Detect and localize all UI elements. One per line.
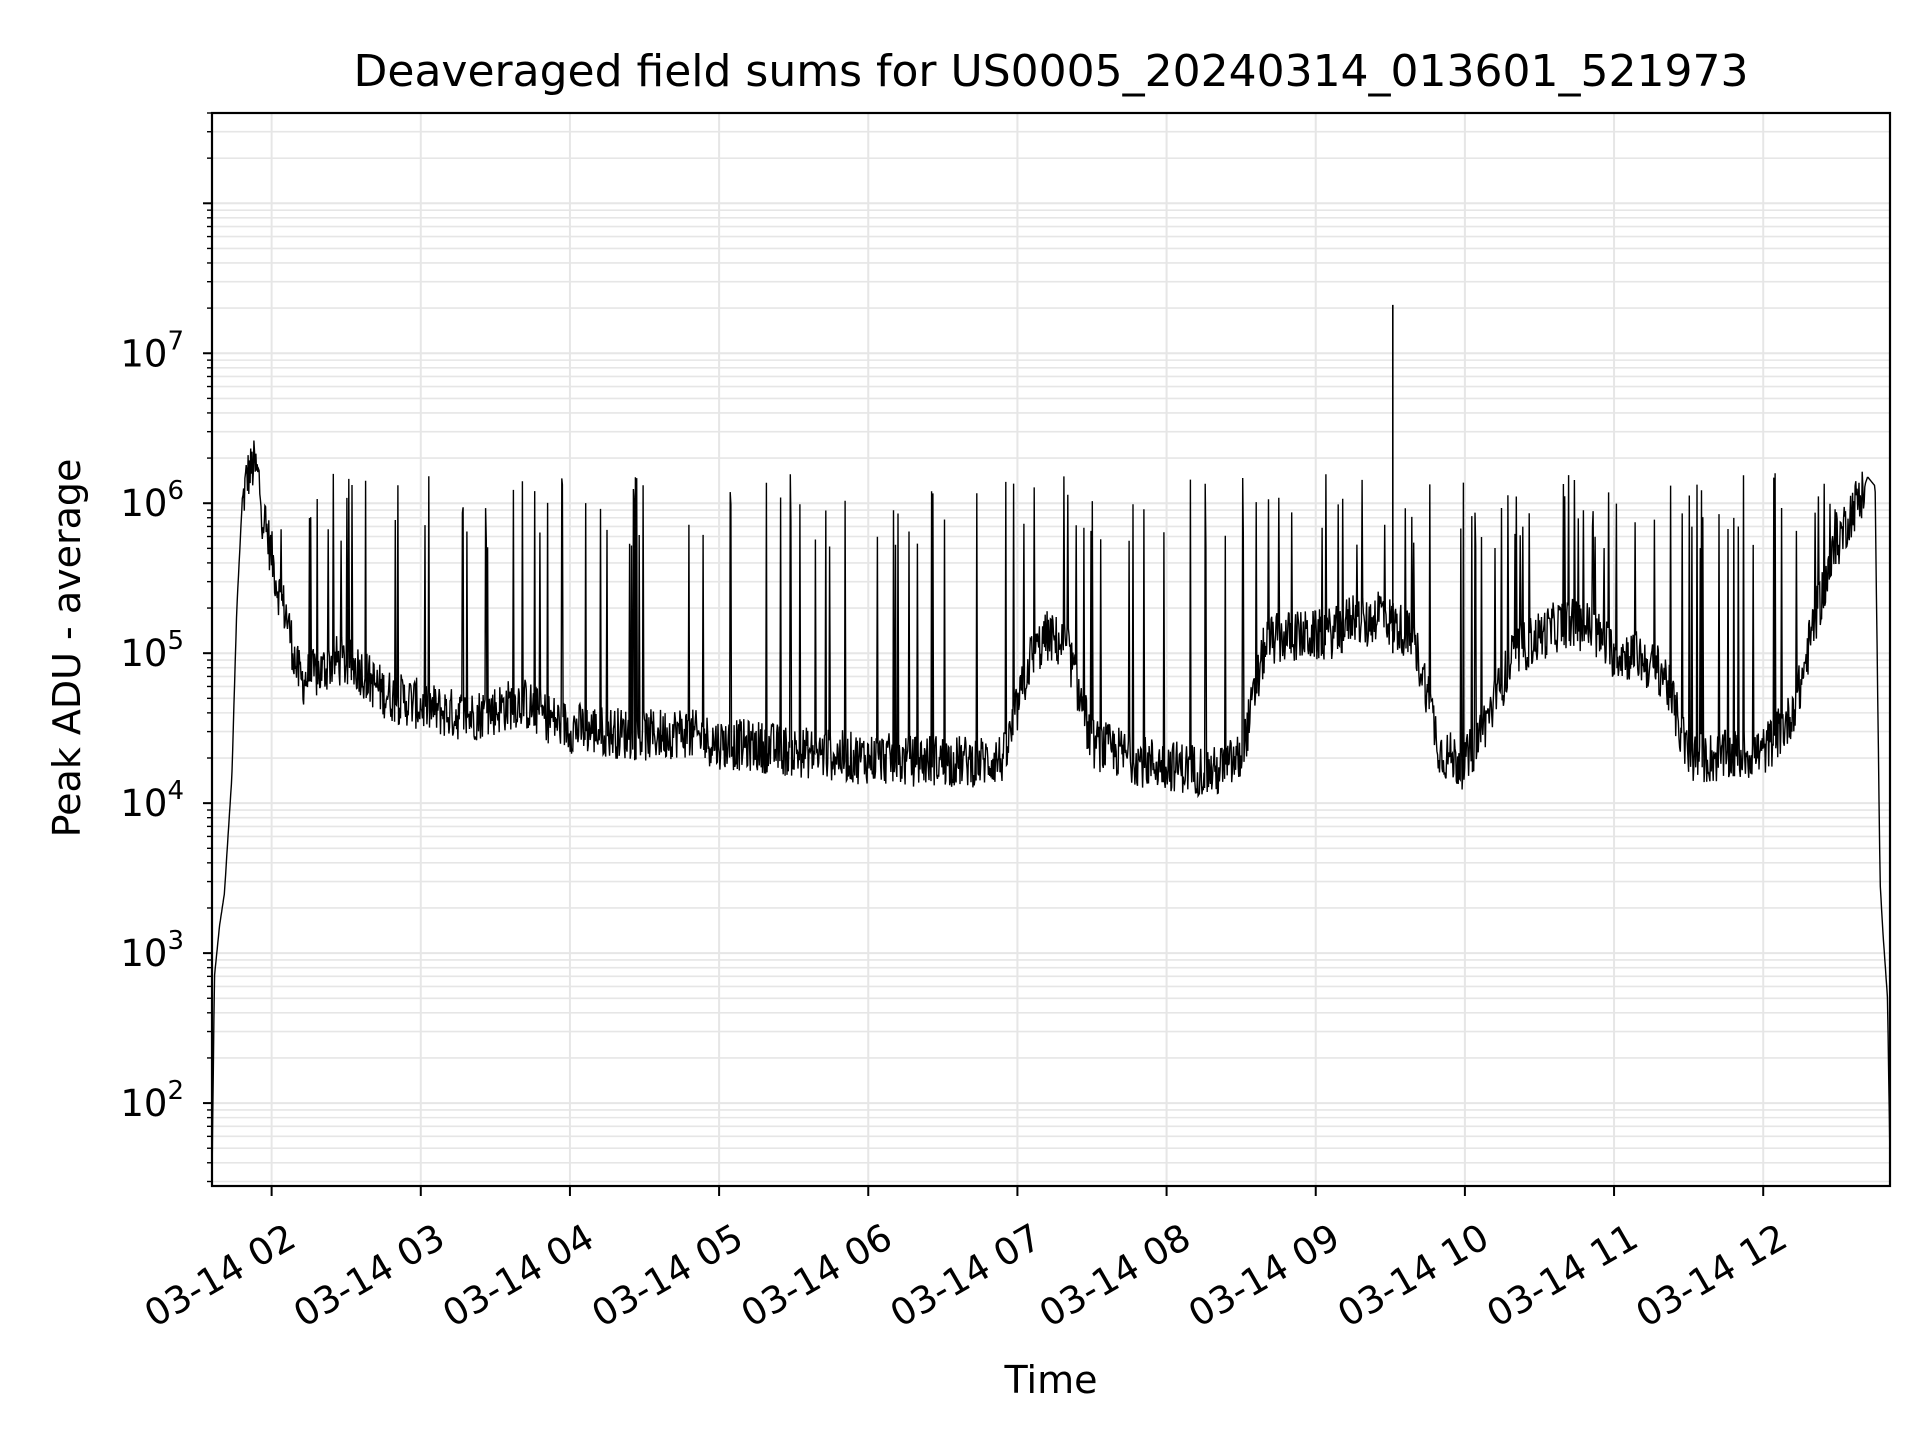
ticks-layer [203,112,1765,1196]
data-layer [211,304,1891,1182]
x-tick-label: 03-14 06 [734,1215,900,1335]
x-axis-label: Time [1004,1358,1098,1402]
x-tick-label: 03-14 12 [1629,1215,1795,1335]
x-tick-label: 03-14 07 [883,1215,1049,1335]
x-tick-label: 03-14 08 [1032,1215,1198,1335]
x-tick-label: 03-14 03 [286,1215,452,1335]
chart-title: Deaveraged field sums for US0005_2024031… [354,46,1749,97]
y-tick-label: 106 [120,476,184,525]
y-tick-label: 105 [120,626,184,675]
plot-frame [210,111,1892,1188]
y-axis-label: Peak ADU - average [45,459,89,838]
x-tick-label: 03-14 10 [1330,1215,1496,1335]
x-tick-label: 03-14 02 [137,1215,303,1335]
x-tick-label: 03-14 11 [1480,1215,1646,1335]
x-tick-label: 03-14 05 [585,1215,751,1335]
y-tick-label: 103 [120,926,184,975]
y-tick-label: 102 [120,1076,184,1125]
y-tick-label: 104 [120,776,184,825]
x-tick-label: 03-14 04 [436,1215,602,1335]
y-tick-label: 107 [120,326,184,375]
series-line [211,440,1891,1182]
x-tick-label: 03-14 09 [1181,1215,1347,1335]
